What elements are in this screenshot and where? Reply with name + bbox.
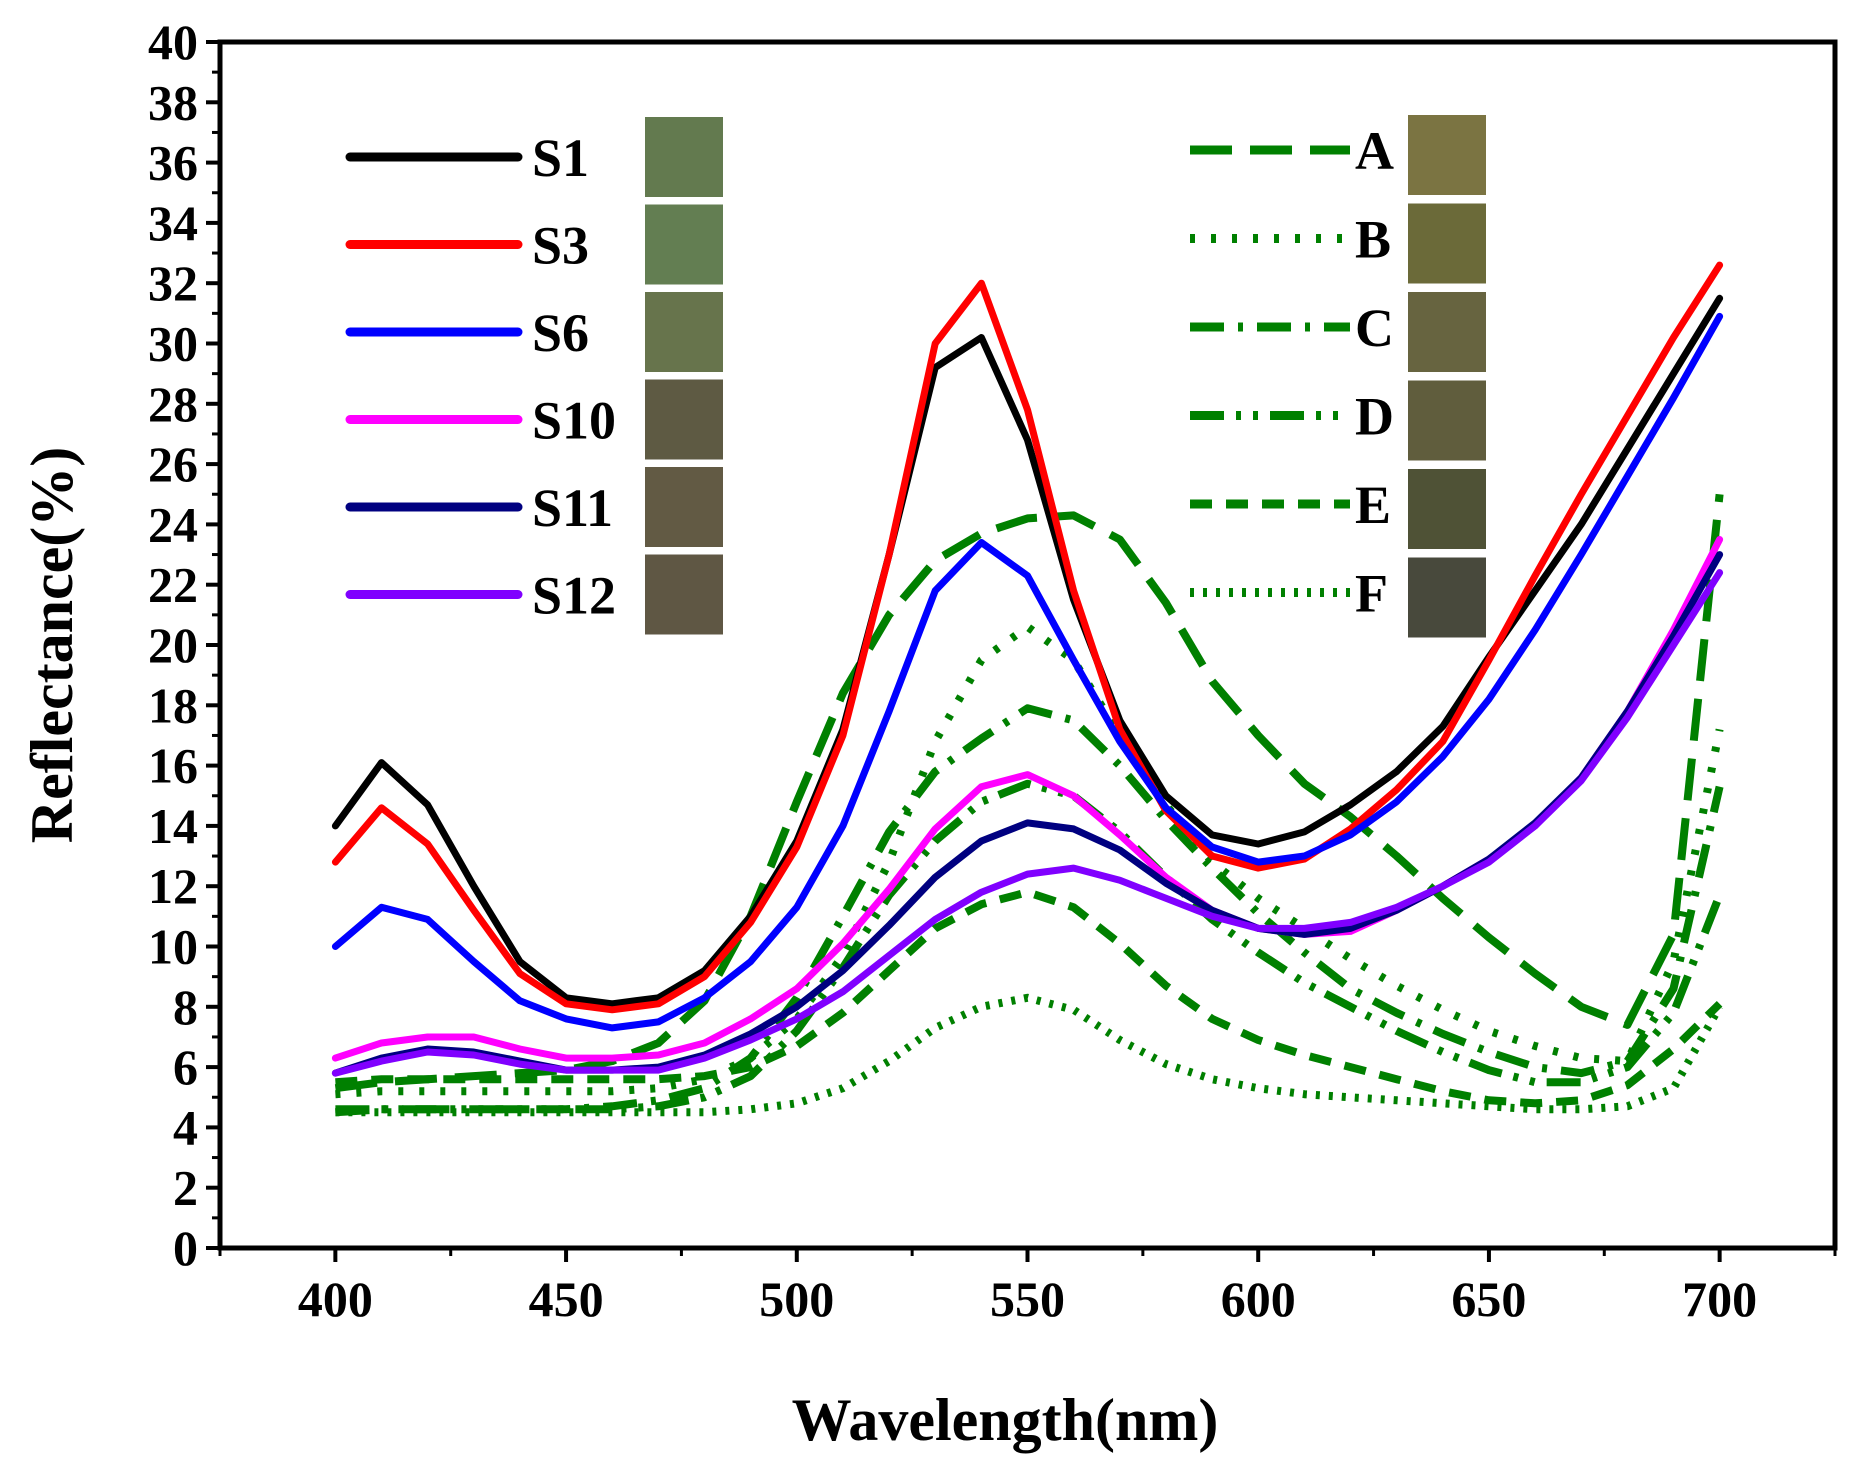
- y-tick-label: 34: [148, 195, 198, 251]
- y-tick-label: 14: [148, 798, 198, 854]
- legend-label-s6: S6: [532, 303, 589, 363]
- ticks-layer: [206, 40, 1837, 1262]
- legend-swatch-s10: [645, 379, 723, 460]
- legend-swatch-c: [1408, 292, 1486, 372]
- y-tick-label: 22: [148, 557, 198, 613]
- y-tick-label: 32: [148, 255, 198, 311]
- y-tick-label: 4: [173, 1099, 198, 1155]
- y-tick-label: 26: [148, 436, 198, 492]
- series-layer: [331, 261, 1724, 1117]
- x-tick-labels: 400 450 500 550 600 650 700: [298, 1271, 1757, 1327]
- legend-swatch-s1: [645, 117, 723, 197]
- legend-swatch-f: [1408, 557, 1486, 638]
- legend-label-s12: S12: [532, 566, 616, 626]
- x-tick-label: 400: [298, 1271, 373, 1327]
- series-line-e: [335, 888, 1723, 1108]
- legend-swatch-s12: [645, 554, 723, 635]
- series-line-f: [335, 993, 1724, 1117]
- y-tick-label: 38: [148, 74, 198, 130]
- legend-label-s1: S1: [532, 128, 589, 188]
- legend-label-d: D: [1355, 387, 1394, 447]
- legend-label-s11: S11: [532, 478, 613, 538]
- x-tick-label: 450: [529, 1271, 604, 1327]
- y-tick-label: 36: [148, 135, 198, 191]
- y-tick-label: 24: [148, 496, 198, 552]
- y-tick-label: 2: [173, 1160, 198, 1216]
- x-tick-label: 550: [990, 1271, 1065, 1327]
- legend-label-s3: S3: [532, 216, 589, 276]
- y-tick-label: 40: [148, 14, 198, 70]
- legend-swatch-d: [1408, 380, 1486, 461]
- series-line-b: [335, 622, 1724, 1099]
- y-axis-title: Reflectance(%): [19, 447, 85, 843]
- series-line-s12: [331, 569, 1724, 1077]
- legend-swatch-e: [1408, 469, 1486, 549]
- series-line-c: [335, 704, 1724, 1117]
- series-line-d: [335, 779, 1724, 1114]
- legend-label-f: F: [1355, 564, 1388, 624]
- legend-swatch-s11: [645, 467, 723, 547]
- series-line-a: [334, 493, 1724, 1093]
- series-line-s3: [331, 261, 1724, 1014]
- legend-label-e: E: [1355, 475, 1391, 535]
- x-tick-label: 600: [1221, 1271, 1296, 1327]
- legend-swatch-a: [1408, 115, 1486, 195]
- y-tick-label: 8: [173, 979, 198, 1035]
- x-axis-title: Wavelength(nm): [792, 1387, 1219, 1453]
- legend-swatch-b: [1408, 203, 1486, 284]
- y-tick-label: 18: [148, 677, 198, 733]
- y-tick-label: 30: [148, 316, 198, 372]
- y-tick-label: 20: [148, 617, 198, 673]
- legend-label-c: C: [1355, 298, 1394, 358]
- y-tick-label: 28: [148, 376, 198, 432]
- x-tick-label: 700: [1682, 1271, 1757, 1327]
- legend-label-b: B: [1355, 210, 1391, 270]
- y-tick-label: 0: [173, 1220, 198, 1276]
- legend-label-a: A: [1355, 121, 1394, 181]
- y-tick-label: 6: [173, 1039, 198, 1095]
- y-tick-label: 12: [148, 858, 198, 914]
- x-tick-label: 650: [1451, 1271, 1526, 1327]
- y-tick-label: 16: [148, 738, 198, 794]
- legend-label-s10: S10: [532, 391, 616, 451]
- x-tick-label: 500: [759, 1271, 834, 1327]
- legend-swatch-s6: [645, 292, 723, 372]
- y-tick-label: 10: [148, 919, 198, 975]
- series-line-s6: [331, 312, 1724, 1032]
- legend-swatch-s3: [645, 204, 723, 285]
